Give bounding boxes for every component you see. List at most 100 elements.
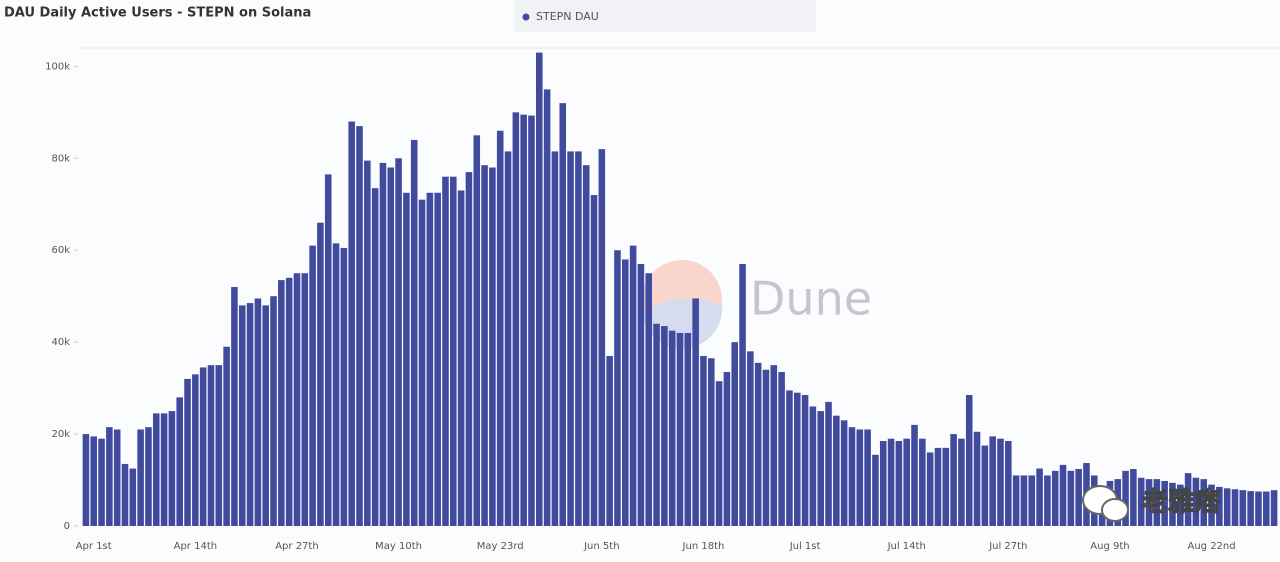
bar bbox=[426, 192, 434, 526]
watermark-text: Dune bbox=[750, 272, 872, 326]
x-tick-label: Jul 14th bbox=[887, 541, 926, 552]
bar bbox=[1005, 440, 1012, 526]
bar bbox=[590, 195, 598, 527]
bar bbox=[1122, 470, 1129, 526]
x-tick-label: May 10th bbox=[375, 541, 422, 552]
bar bbox=[1161, 480, 1168, 526]
bar bbox=[575, 151, 582, 527]
bar bbox=[629, 245, 637, 526]
bar bbox=[739, 264, 746, 526]
bar bbox=[473, 135, 481, 527]
bar bbox=[965, 395, 973, 526]
x-tick-label: May 23rd bbox=[477, 541, 524, 552]
x-tick-label: Apr 27th bbox=[275, 541, 318, 552]
x-tick-label: Aug 9th bbox=[1090, 541, 1129, 552]
bar bbox=[754, 362, 762, 526]
bar bbox=[934, 447, 942, 526]
bar bbox=[1262, 491, 1270, 526]
bar bbox=[1075, 469, 1082, 526]
bar bbox=[1255, 491, 1262, 526]
bar bbox=[637, 264, 645, 526]
bar bbox=[684, 332, 692, 526]
bar bbox=[168, 411, 176, 526]
bar bbox=[919, 438, 926, 526]
y-tick-label: 40k bbox=[51, 337, 70, 348]
bar bbox=[450, 176, 457, 526]
bar bbox=[356, 126, 363, 526]
legend-label[interactable]: STEPN DAU bbox=[536, 10, 599, 23]
bar bbox=[317, 222, 324, 526]
bar bbox=[887, 438, 895, 526]
bar bbox=[1169, 482, 1176, 526]
bar bbox=[809, 406, 817, 526]
bar bbox=[442, 176, 449, 526]
bar bbox=[1223, 488, 1231, 526]
bar bbox=[1067, 470, 1075, 526]
bar bbox=[1036, 468, 1043, 526]
bar bbox=[246, 303, 254, 526]
bar bbox=[700, 355, 707, 526]
bar bbox=[1177, 484, 1184, 526]
bar bbox=[160, 413, 168, 526]
bar bbox=[184, 378, 191, 526]
bar bbox=[278, 280, 285, 526]
bar bbox=[371, 188, 379, 527]
bar bbox=[199, 367, 207, 526]
bar bbox=[715, 381, 723, 526]
bar bbox=[707, 358, 715, 526]
bar bbox=[879, 440, 887, 526]
bar bbox=[825, 401, 832, 526]
x-tick-label: Jul 1st bbox=[789, 541, 821, 552]
bar bbox=[129, 468, 137, 526]
bar bbox=[207, 365, 215, 526]
bar bbox=[1239, 490, 1247, 526]
bar bbox=[1051, 470, 1059, 526]
bar bbox=[1012, 475, 1020, 526]
bar bbox=[176, 397, 183, 526]
bar bbox=[1247, 491, 1254, 526]
bar bbox=[840, 420, 848, 526]
bar bbox=[512, 112, 520, 526]
bar bbox=[973, 431, 981, 526]
bar bbox=[528, 115, 535, 526]
y-tick-label: 60k bbox=[51, 245, 70, 256]
bar bbox=[778, 372, 785, 526]
bar bbox=[410, 139, 418, 526]
bar bbox=[192, 374, 199, 526]
bar bbox=[324, 174, 332, 526]
bar bbox=[465, 172, 473, 526]
bar bbox=[106, 427, 113, 526]
bar bbox=[598, 149, 606, 526]
bar bbox=[309, 245, 316, 526]
bar bbox=[90, 436, 98, 526]
bar bbox=[653, 323, 660, 526]
bar bbox=[614, 250, 621, 526]
bar bbox=[1059, 464, 1067, 526]
bar bbox=[676, 332, 684, 526]
bar bbox=[348, 121, 355, 527]
bar bbox=[403, 192, 410, 526]
bar bbox=[551, 151, 559, 527]
bar bbox=[817, 411, 824, 526]
wechat-text: 老雅痞 bbox=[1142, 488, 1220, 518]
bar bbox=[606, 355, 613, 526]
bar bbox=[645, 273, 653, 526]
bar bbox=[262, 305, 269, 526]
bar bbox=[723, 372, 731, 526]
bar bbox=[731, 342, 739, 526]
bar bbox=[833, 415, 840, 526]
bar bbox=[942, 447, 950, 526]
bar bbox=[950, 434, 957, 526]
bar bbox=[864, 429, 871, 526]
bar bbox=[98, 438, 105, 526]
bar bbox=[747, 351, 754, 526]
bar bbox=[661, 326, 668, 526]
bar bbox=[481, 165, 488, 527]
bar bbox=[801, 395, 809, 526]
bar bbox=[762, 369, 770, 526]
bar bbox=[582, 165, 590, 527]
bar bbox=[293, 273, 301, 526]
bar bbox=[152, 413, 160, 526]
bar bbox=[1231, 489, 1239, 526]
